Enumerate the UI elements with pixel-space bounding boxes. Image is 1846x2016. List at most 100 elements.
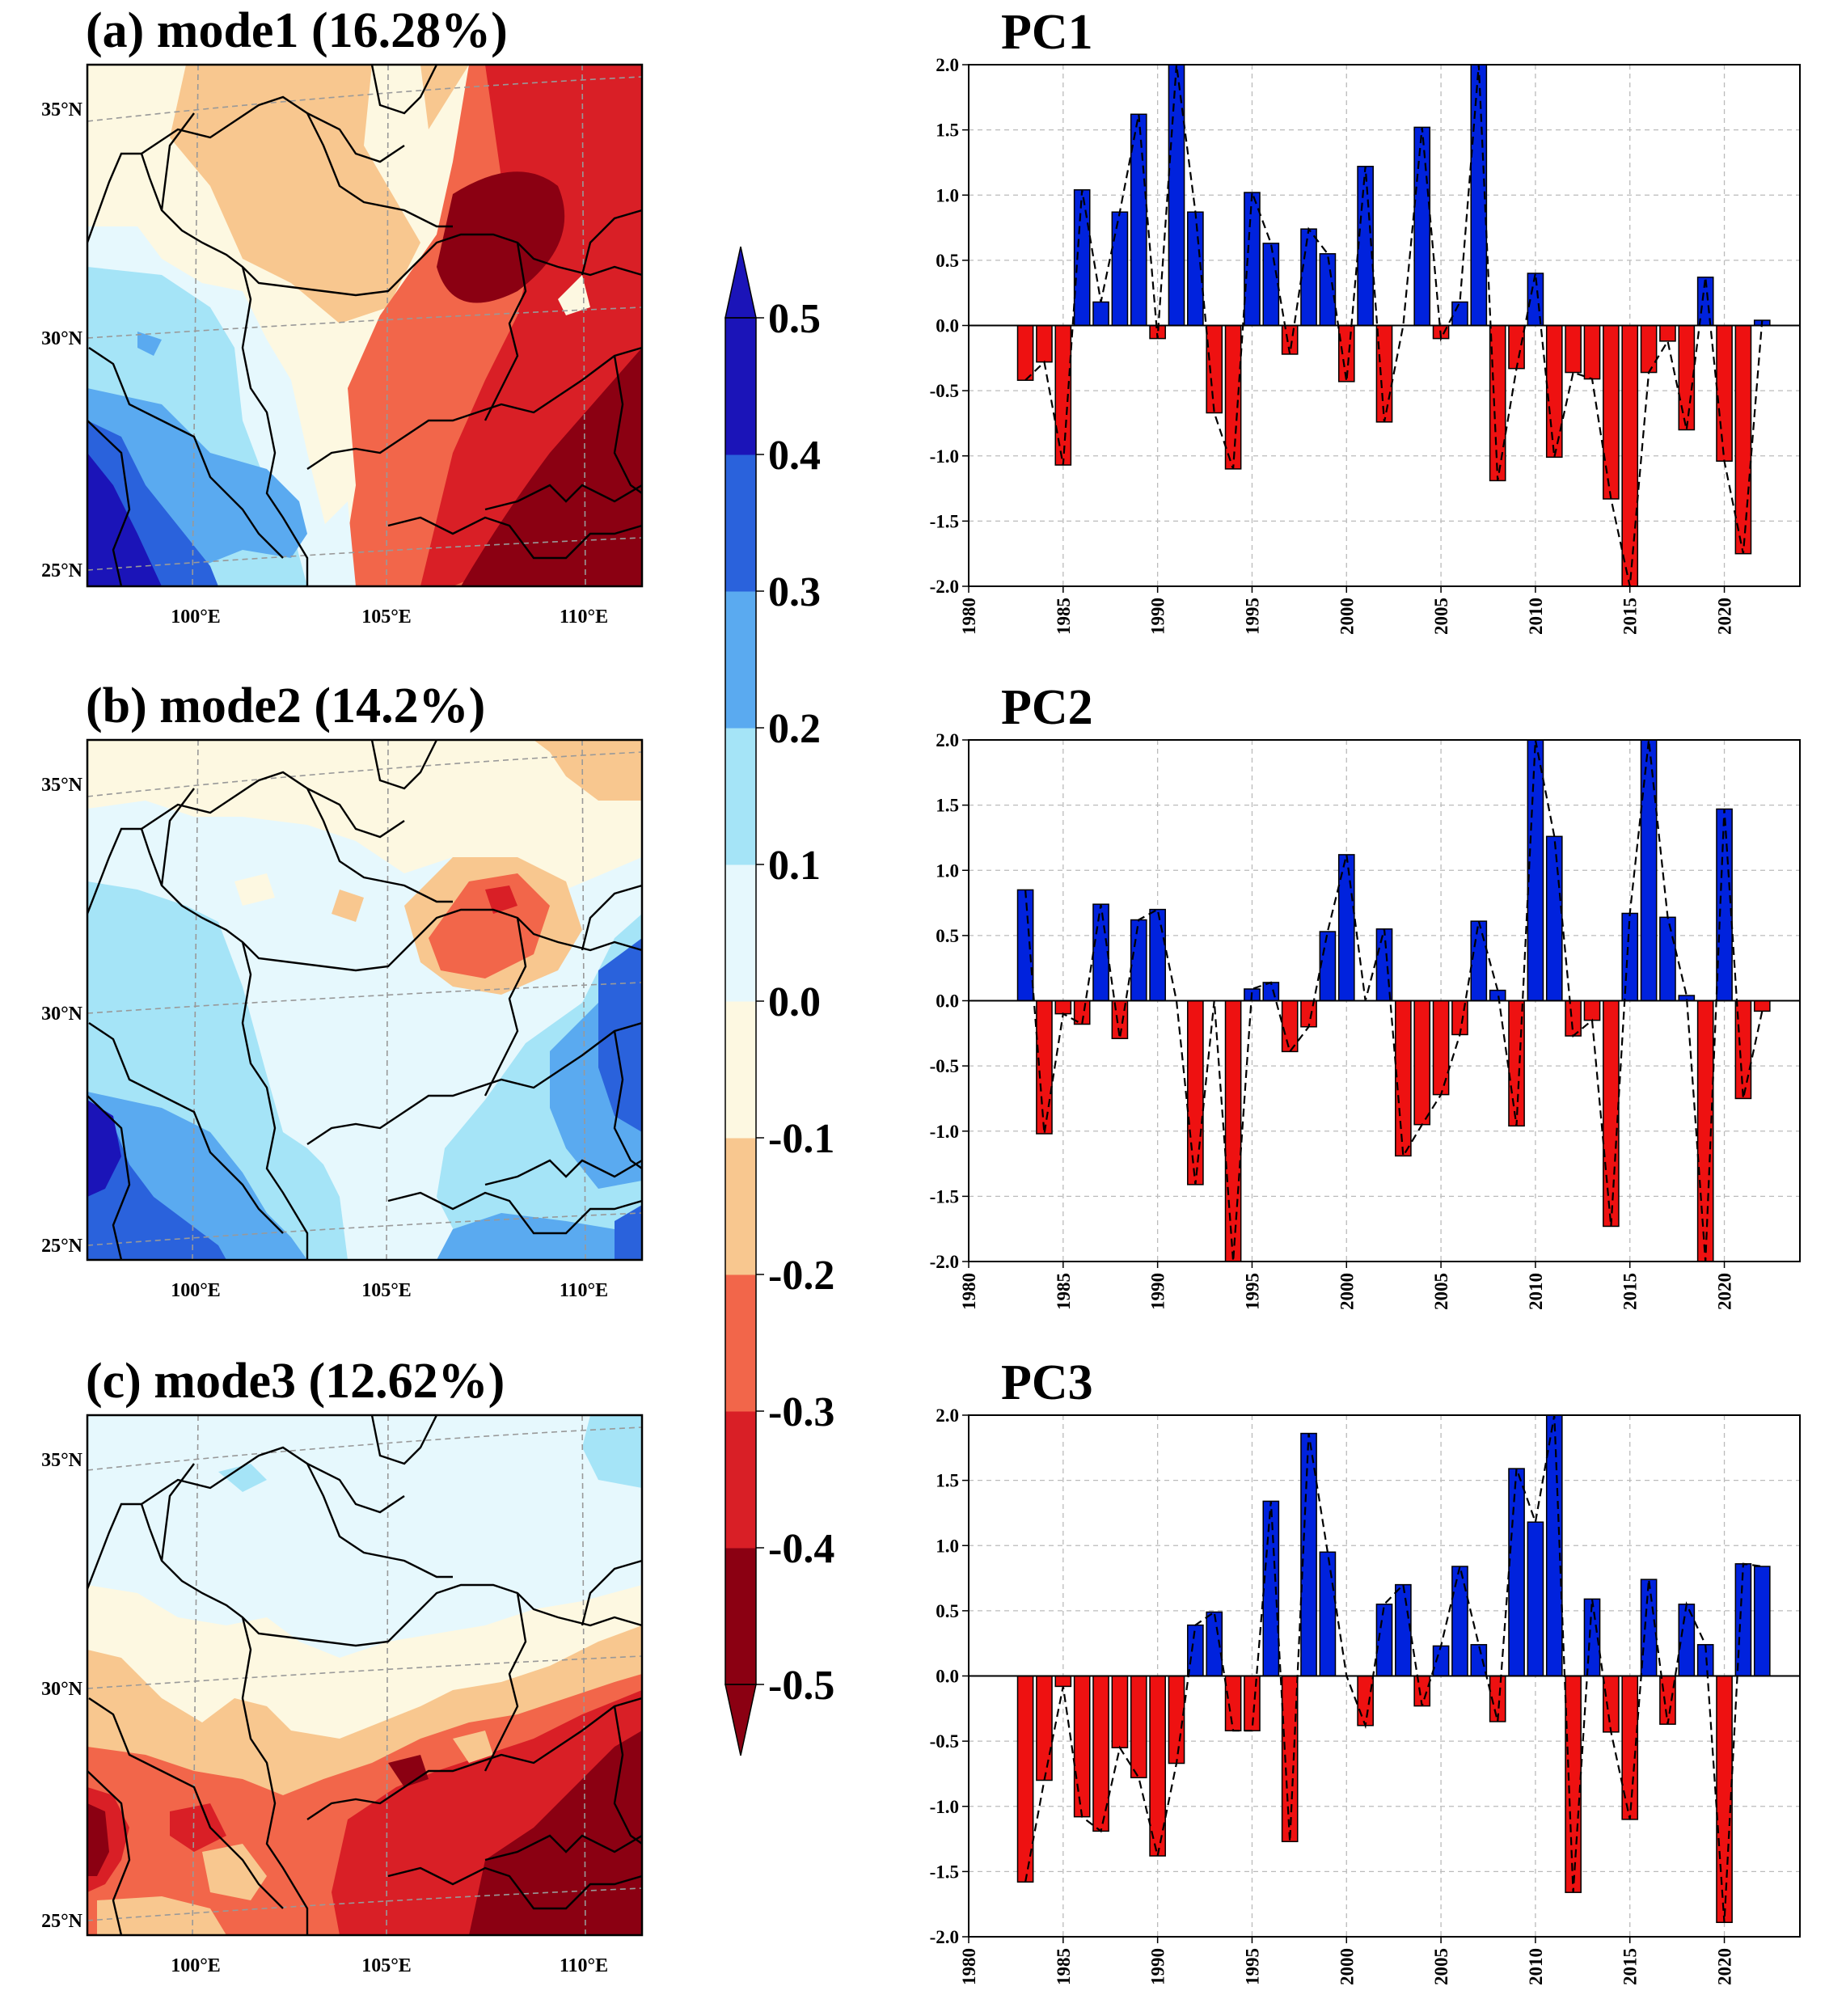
y-tick-label: 2.0	[936, 1405, 959, 1426]
lon-label: 100°E	[171, 1280, 221, 1301]
bar-2016	[1640, 324, 1658, 374]
bar-1984	[1036, 324, 1053, 363]
bar-1999	[1319, 1551, 1337, 1677]
bar-2018	[1678, 324, 1696, 431]
x-tick-label: 2005	[1431, 598, 1451, 635]
bar-1987	[1092, 903, 1109, 1002]
lon-label: 105°E	[361, 606, 412, 628]
lat-label: 35°N	[41, 775, 83, 796]
bar-2012	[1565, 324, 1582, 374]
bar-1985	[1054, 1000, 1072, 1015]
bar-2020	[1716, 324, 1733, 462]
lon-label: 105°E	[361, 1955, 412, 1976]
bar-1984	[1036, 1000, 1053, 1135]
colorbar-tick-label: 0.5	[768, 296, 821, 342]
lon-label: 100°E	[171, 606, 221, 628]
colorbar-band	[725, 728, 756, 865]
colorbar-tick-label: -0.3	[768, 1389, 834, 1435]
colorbar-tick-label: 0.0	[768, 979, 821, 1025]
colorbar-band	[725, 1548, 756, 1685]
x-tick-label: 1985	[1054, 1273, 1074, 1310]
y-tick-label: 0.0	[936, 316, 959, 336]
x-tick-label: 1990	[1148, 598, 1168, 635]
y-tick-label: -1.0	[930, 1122, 959, 1142]
chart-title: PC2	[1001, 680, 1093, 735]
bar-1991	[1168, 64, 1185, 327]
y-tick-label: 1.5	[936, 120, 959, 141]
bar-2010	[1527, 739, 1544, 1002]
colorbar-band	[725, 1411, 756, 1549]
bar-2004	[1413, 1000, 1431, 1126]
bar-2009	[1508, 1468, 1525, 1677]
bar-2001	[1357, 1675, 1374, 1726]
bar-1984	[1036, 1675, 1053, 1781]
y-tick-label: -2.0	[930, 1252, 959, 1272]
x-tick-label: 1990	[1148, 1948, 1168, 1985]
bar-1992	[1187, 1624, 1204, 1677]
bar-1996	[1262, 243, 1280, 327]
y-tick-label: 0.0	[936, 1667, 959, 1687]
bar-1997	[1281, 1000, 1299, 1053]
map-mode3	[86, 1414, 644, 1937]
bar-2017	[1659, 1675, 1676, 1725]
bar-1989	[1130, 1675, 1147, 1779]
lat-label: 25°N	[41, 1911, 83, 1932]
lat-label: 25°N	[41, 1236, 83, 1257]
bar-2002	[1375, 928, 1393, 1002]
lon-label: 110°E	[560, 1955, 608, 1976]
colorbar-extend-min	[724, 1684, 757, 1756]
x-tick-label: 1995	[1242, 598, 1262, 635]
colorbar-tick-label: 0.1	[768, 843, 821, 889]
bar-1992	[1187, 1000, 1204, 1186]
bar-2002	[1375, 324, 1393, 423]
x-tick-label: 2005	[1431, 1948, 1451, 1985]
bar-1991	[1168, 1675, 1185, 1765]
bar-2010	[1527, 1521, 1544, 1677]
bar-1987	[1092, 301, 1109, 327]
x-tick-label: 1980	[959, 1273, 979, 1310]
y-tick-label: -2.0	[930, 1927, 959, 1947]
bar-2003	[1395, 1000, 1412, 1157]
y-tick-label: -2.0	[930, 577, 959, 597]
bar-1998	[1300, 1000, 1317, 1028]
x-tick-label: 2015	[1620, 1948, 1641, 1985]
colorbar: 0.5 0.4 0.3 0.2 0.1 0.0 -0.1 -0.2 -0.3 -0.4 -0.5	[724, 246, 834, 1756]
colorbar-tick-label: 0.3	[768, 569, 821, 615]
bar-1994	[1224, 324, 1242, 470]
x-tick-label: 1980	[959, 1948, 979, 1985]
x-tick-label: 1985	[1054, 1948, 1074, 1985]
colorbar-tick-label: -0.2	[768, 1253, 834, 1299]
colorbar-band	[725, 1001, 756, 1139]
bar-1994	[1224, 1675, 1242, 1731]
bar-2006	[1451, 1566, 1468, 1677]
y-tick-label: 0.5	[936, 1601, 959, 1621]
colorbar-band	[725, 864, 756, 1002]
bar-2014	[1603, 1675, 1620, 1733]
x-tick-label: 1995	[1242, 1273, 1262, 1310]
y-tick-label: -1.0	[930, 1797, 959, 1817]
colorbar-band	[725, 318, 756, 455]
map-title: (b) mode2 (14.2%)	[86, 678, 485, 733]
bar-2014	[1603, 324, 1620, 500]
bar-2012	[1565, 1000, 1582, 1037]
bar-1999	[1319, 931, 1337, 1002]
bar-2021	[1734, 1563, 1752, 1677]
map-title: (a) mode1 (16.28%)	[86, 3, 508, 58]
y-tick-label: 1.0	[936, 1536, 959, 1556]
y-tick-label: 1.5	[936, 796, 959, 816]
x-tick-label: 2010	[1526, 1948, 1546, 1985]
map-mode1	[86, 63, 644, 588]
y-tick-label: 1.0	[936, 860, 959, 881]
bar-2003	[1395, 1583, 1412, 1677]
lat-label: 30°N	[41, 328, 83, 349]
bar-2021	[1734, 324, 1752, 555]
bar-1995	[1244, 192, 1261, 327]
bar-2016	[1640, 1579, 1658, 1677]
x-tick-label: 1995	[1242, 1948, 1262, 1985]
lat-label: 35°N	[41, 1450, 83, 1471]
y-tick-label: -0.5	[930, 1731, 959, 1752]
lat-label: 30°N	[41, 1679, 83, 1700]
